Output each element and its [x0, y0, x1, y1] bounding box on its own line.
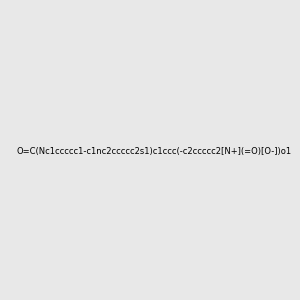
Text: O=C(Nc1ccccc1-c1nc2ccccc2s1)c1ccc(-c2ccccc2[N+](=O)[O-])o1: O=C(Nc1ccccc1-c1nc2ccccc2s1)c1ccc(-c2ccc… [16, 147, 291, 156]
